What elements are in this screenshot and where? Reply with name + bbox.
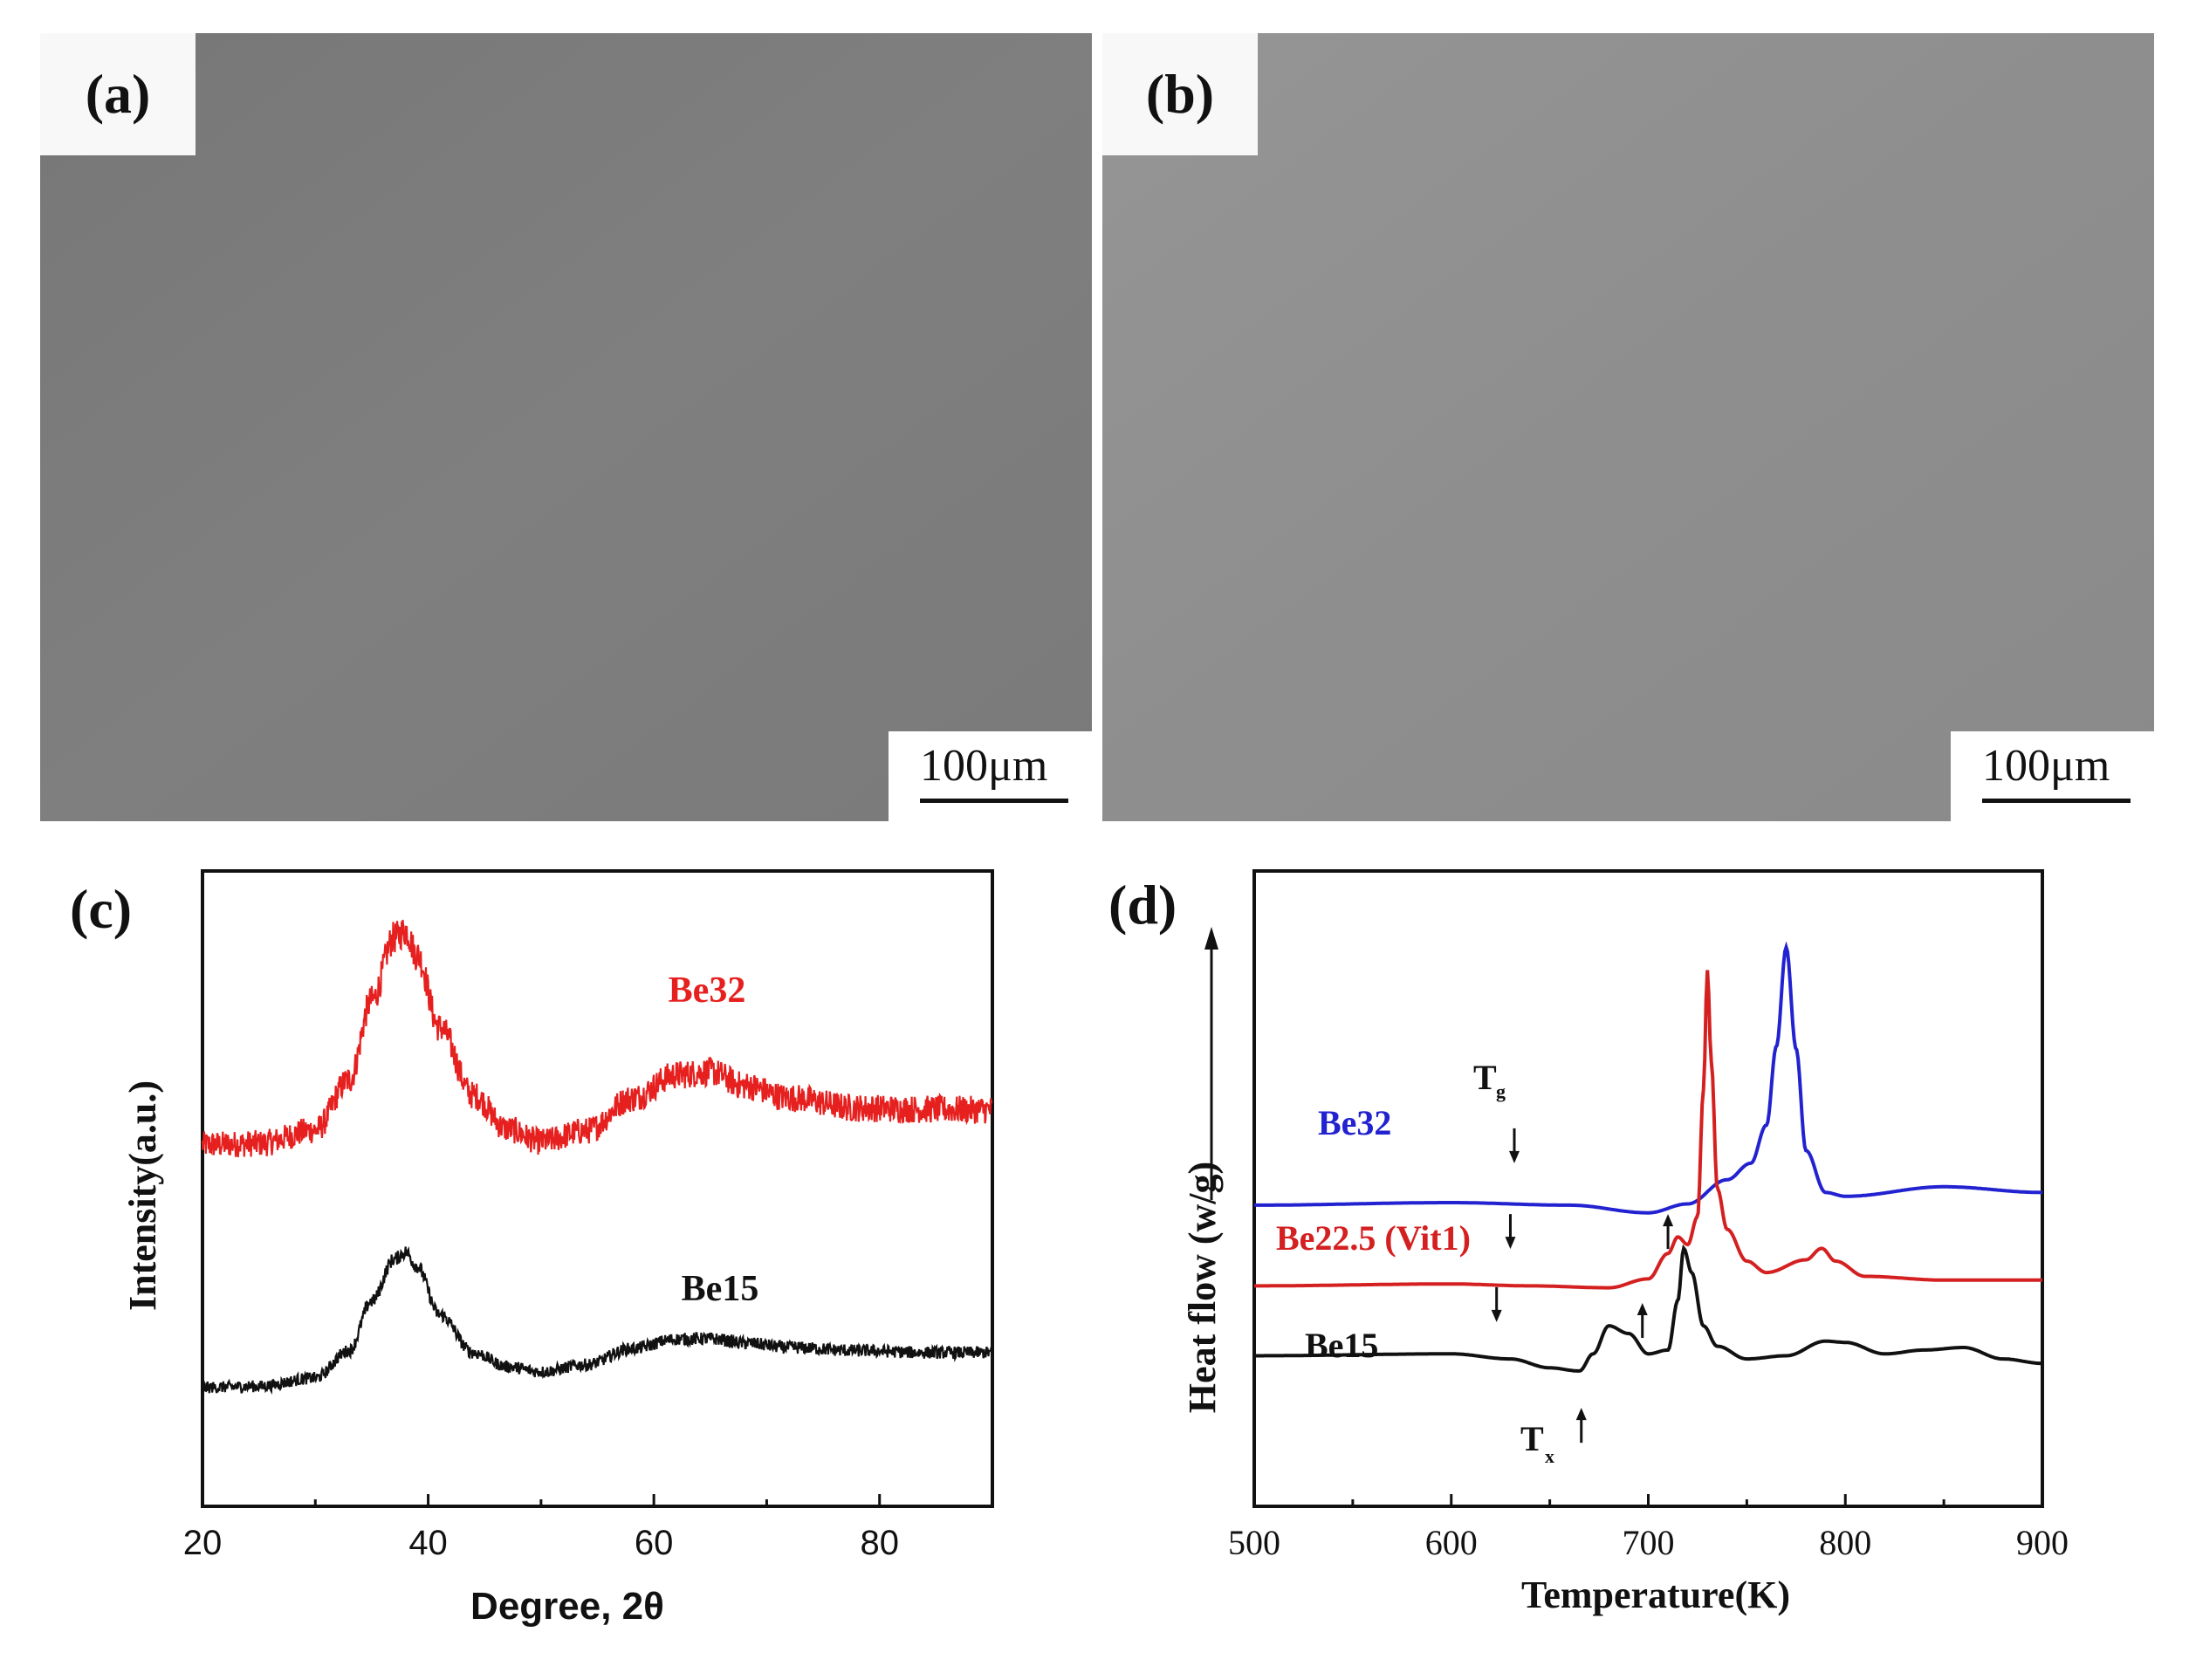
tx-subscript: x (1545, 1445, 1554, 1467)
panel-c-label: (c) (70, 878, 133, 940)
x-tick-label: 60 (635, 1524, 674, 1562)
x-tick-label: 40 (408, 1524, 448, 1562)
tx-label: T (1520, 1419, 1544, 1458)
panel-d-label: (d) (1108, 874, 1177, 936)
micrograph-b (1102, 33, 2154, 821)
tg-arrow-be22 (1505, 1214, 1516, 1250)
panel-a-label: (a) (40, 33, 196, 155)
series-line-be32 (1254, 941, 2042, 1215)
dsc-arrows-group (1491, 1128, 1674, 1443)
scale-bar-b-box: 100μm (1951, 731, 2154, 821)
x-tick-label: 80 (860, 1524, 899, 1562)
dsc-series-group (1254, 941, 2042, 1373)
tg-arrow-be15 (1491, 1286, 1502, 1322)
xrd-series-group (201, 919, 994, 1395)
dsc-y-axis-arrowhead (1204, 927, 1218, 950)
xrd-plot-frame (201, 869, 994, 1508)
x-tick-label: 20 (183, 1524, 223, 1562)
scale-bar-b-line (1982, 799, 2131, 803)
xrd-label-be15: Be15 (682, 1269, 759, 1309)
scale-bar-a-label: 100μm (920, 741, 1048, 791)
scale-bar-a-box: 100μm (889, 731, 1092, 821)
x-tick-label: 600 (1425, 1523, 1478, 1562)
panel-b-label: (b) (1102, 33, 1258, 155)
tg-arrow-be32 (1508, 1128, 1520, 1163)
x-tick-label: 900 (2016, 1523, 2069, 1562)
micrograph-a (40, 33, 1092, 821)
series-line-be22-5-vit1- (1254, 970, 2042, 1290)
dsc-x-axis-label: Temperature(K) (1521, 1574, 1790, 1616)
dsc-y-axis-label: Heat flow (w/g) (1181, 1162, 1224, 1413)
tg-label: T (1473, 1058, 1497, 1097)
tg-subscript: g (1496, 1080, 1506, 1102)
scale-bar-a-line (920, 799, 1068, 803)
xrd-y-axis-label: Intensity(a.u.) (121, 1080, 164, 1311)
micrograph-b-texture (1102, 33, 2154, 821)
series-line-be15 (201, 1245, 994, 1395)
xrd-label-be32: Be32 (669, 970, 746, 1011)
series-line-be15 (1254, 1244, 2042, 1373)
dsc-tick-group: 500 600 700 800 900 (1228, 1494, 2069, 1562)
micrograph-a-texture (40, 33, 1092, 821)
x-tick-label: 800 (1819, 1523, 1871, 1562)
dsc-label-be22: Be22.5 (Vit1) (1276, 1218, 1471, 1258)
series-line-be32 (201, 919, 993, 1158)
plot-frame-rect (201, 869, 994, 1508)
x-tick-label: 700 (1623, 1523, 1675, 1562)
tx-arrow-be15 (1575, 1408, 1587, 1443)
dsc-label-be15: Be15 (1305, 1326, 1378, 1365)
xrd-x-axis-label: Degree, 2θ (470, 1585, 664, 1628)
scale-bar-b-label: 100μm (1982, 741, 2110, 791)
tx-arrow-be22 (1637, 1303, 1648, 1339)
dsc-label-be32: Be32 (1318, 1103, 1391, 1142)
tx-arrow-be32 (1663, 1214, 1674, 1250)
xrd-tick-group: 20 40 60 80 (183, 1494, 899, 1562)
x-tick-label: 500 (1228, 1523, 1280, 1562)
